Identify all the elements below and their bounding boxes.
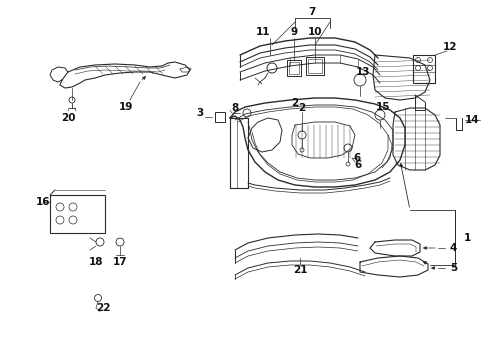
Text: 6: 6 [353, 153, 360, 163]
Bar [215, 112, 224, 122]
Text: 4: 4 [449, 243, 456, 253]
Text: 11: 11 [255, 27, 270, 37]
Text: 8: 8 [231, 103, 238, 113]
Bar [50, 195, 105, 233]
Text: 18: 18 [88, 257, 103, 267]
Bar [305, 57, 324, 75]
Text: 9: 9 [290, 27, 297, 37]
Text: 6: 6 [354, 160, 361, 170]
Text: 20: 20 [61, 113, 75, 123]
Bar [286, 60, 301, 76]
Text: 3: 3 [196, 108, 203, 118]
Bar [412, 55, 434, 83]
Text: 7: 7 [307, 7, 315, 17]
Text: 17: 17 [112, 257, 127, 267]
Text: 19: 19 [119, 102, 133, 112]
Text: 16: 16 [36, 197, 50, 207]
Text: 15: 15 [375, 102, 389, 112]
Text: 13: 13 [355, 67, 369, 77]
Text: 14: 14 [464, 115, 478, 125]
Text: 12: 12 [442, 42, 456, 52]
Bar [288, 62, 298, 74]
Text: 5: 5 [449, 263, 456, 273]
Text: 1: 1 [463, 233, 470, 243]
Text: 21: 21 [292, 265, 306, 275]
Text: 2: 2 [298, 103, 305, 113]
Text: 2: 2 [291, 98, 298, 108]
Text: 22: 22 [96, 303, 110, 313]
Text: 10: 10 [307, 27, 322, 37]
Bar [307, 59, 321, 73]
